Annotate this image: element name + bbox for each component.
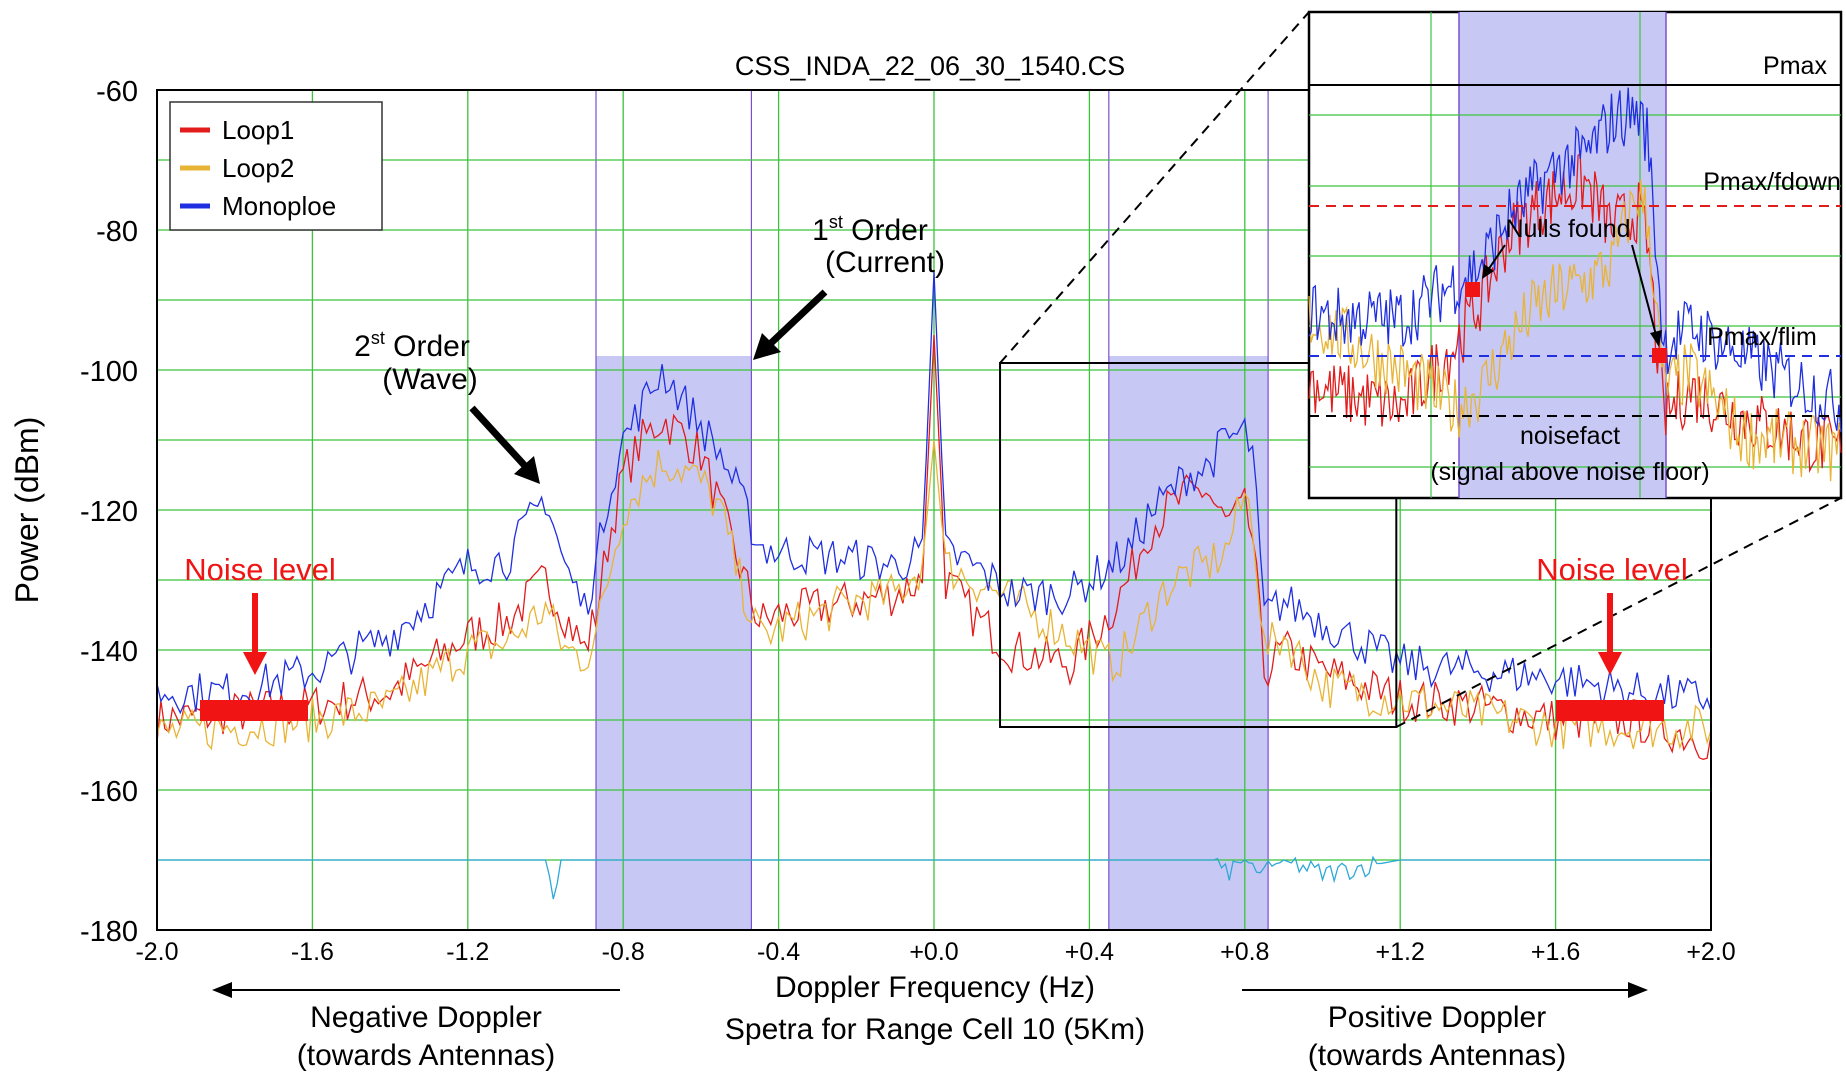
x-tick-label: -1.6 — [291, 938, 334, 966]
x-tick-label: +0.8 — [1220, 938, 1269, 966]
zoom-connector-top — [999, 11, 1310, 364]
x-tick-label: -2.0 — [135, 938, 178, 966]
negative-doppler-arrow-head — [212, 982, 232, 998]
series-line-baseline — [157, 855, 1711, 900]
legend-label-loop2: Loop2 — [222, 153, 294, 183]
y-tick-label: -100 — [80, 356, 138, 388]
inset-null-arrowhead-right — [1650, 330, 1662, 347]
y-axis-label: Power (dBm) — [9, 417, 45, 604]
inset-series-line-monoploe — [1308, 87, 1842, 433]
axis-ticks: -2.0 -1.6 -1.2 -0.8 -0.4 +0.0 +0.4 +0.8 +1.2 +1.6… — [80, 76, 1736, 966]
y-tick-label: -160 — [80, 776, 138, 808]
positive-doppler-sublabel: (towards Antennas) — [1308, 1039, 1566, 1072]
noise-right-arrow-head — [1598, 652, 1622, 675]
zoom-box — [999, 11, 1842, 728]
inset-pmax-flim-label: Pmax/flim — [1707, 323, 1817, 351]
inset-null-marker-right — [1652, 348, 1667, 363]
second-order-sublabel: (Wave) — [382, 363, 478, 396]
first-order-arrow-shaft — [767, 289, 828, 347]
inset-pmax-fdown-label: Pmax/fdown — [1703, 168, 1841, 196]
x-tick-label: +2.0 — [1686, 938, 1735, 966]
annotation-second-order: 2st Order (Wave) — [354, 328, 540, 484]
y-tick-label: -80 — [96, 216, 138, 248]
second-order-arrow-head — [514, 456, 540, 484]
shaded-region-0 — [596, 356, 752, 930]
annotation-positive-doppler: Positive Doppler (towards Antennas) — [1242, 982, 1648, 1072]
negative-doppler-label: Negative Doppler — [310, 1001, 542, 1034]
x-tick-label: +1.6 — [1531, 938, 1580, 966]
second-order-arrow-shaft — [469, 405, 529, 470]
x-tick-label: -0.8 — [602, 938, 645, 966]
inset-pmax-label: Pmax — [1763, 52, 1827, 80]
series-line-monoploe — [156, 271, 1712, 715]
annotation-noise-left: Noise level — [184, 552, 336, 721]
plot-frame — [156, 89, 1712, 931]
second-order-label: 2st Order — [354, 328, 470, 363]
x-tick-label: -0.4 — [757, 938, 800, 966]
inset-nulls-found-label: Nulls found — [1505, 215, 1630, 243]
x-tick-label: +0.4 — [1065, 938, 1114, 966]
positive-doppler-label: Positive Doppler — [1328, 1001, 1546, 1034]
shaded-region-1 — [1108, 356, 1269, 930]
annotation-first-order: 1st Order (Current) — [753, 212, 945, 360]
first-order-arrow-head — [753, 333, 781, 360]
series-line-loop2 — [156, 439, 1712, 751]
x-axis-label: Doppler Frequency (Hz) — [775, 971, 1095, 1004]
y-tick-label: -120 — [80, 496, 138, 528]
legend-label-loop1: Loop1 — [222, 115, 294, 145]
inset-null-arrowhead-left — [1482, 264, 1494, 279]
zoom-rectangle — [999, 362, 1398, 728]
inset-panel: Pmax Pmax/fdown Nulls found Pmax/flim no… — [1307, 10, 1843, 500]
inset-null-arrow-left — [1487, 244, 1506, 271]
y-tick-label: -140 — [80, 636, 138, 668]
noise-left-arrow-head — [243, 652, 267, 675]
inset-null-arrow-right — [1631, 244, 1657, 336]
chart-subtitle: Spetra for Range Cell 10 (5Km) — [725, 1013, 1145, 1046]
negative-doppler-sublabel: (towards Antennas) — [297, 1039, 555, 1072]
noise-level-left-label: Noise level — [184, 552, 336, 587]
annotation-noise-right: Noise level — [1536, 552, 1688, 721]
inset-noisefact-note: (signal above noise floor) — [1430, 458, 1709, 486]
inset-series — [1308, 87, 1842, 482]
annotation-negative-doppler: Negative Doppler (towards Antennas) — [212, 982, 620, 1072]
positive-doppler-arrow-head — [1628, 982, 1648, 998]
y-tick-label: -60 — [96, 76, 138, 108]
inset-null-marker-left — [1465, 282, 1480, 297]
noise-left-bar — [200, 700, 308, 721]
zoom-connector-bottom — [1395, 497, 1842, 728]
chart-title: CSS_INDA_22_06_30_1540.CS — [735, 51, 1125, 81]
first-order-label: 1st Order — [812, 212, 928, 247]
series-line-loop1 — [156, 334, 1712, 760]
first-order-sublabel: (Current) — [825, 246, 945, 279]
legend: Loop1 Loop2 Monoploe — [169, 101, 383, 231]
x-tick-label: +1.2 — [1376, 938, 1425, 966]
legend-label-monoploe: Monoploe — [222, 191, 336, 221]
data-series — [156, 271, 1712, 900]
noise-level-right-label: Noise level — [1536, 552, 1688, 587]
x-tick-label: +0.0 — [909, 938, 958, 966]
noise-right-bar — [1556, 700, 1664, 721]
inset-noisefact-label: noisefact — [1520, 422, 1620, 450]
x-tick-label: -1.2 — [446, 938, 489, 966]
y-tick-label: -180 — [80, 916, 138, 948]
inset-series-line-loop2 — [1308, 179, 1842, 482]
